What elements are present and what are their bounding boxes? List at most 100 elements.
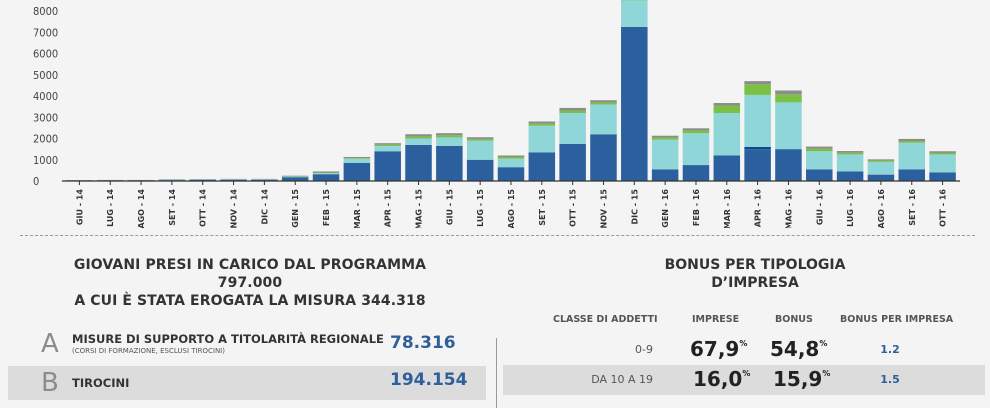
x-tick-label: NOV - 15 bbox=[599, 189, 608, 228]
bar-segment bbox=[929, 151, 956, 153]
bar-segment bbox=[220, 179, 247, 180]
x-tick-label: DIC - 15 bbox=[630, 189, 639, 225]
panel-divider bbox=[496, 338, 497, 408]
measure-value: 194.154 bbox=[390, 370, 467, 390]
pct-sign: % bbox=[819, 339, 827, 348]
x-tick-label: GIU - 16 bbox=[815, 189, 824, 225]
bar-segment bbox=[837, 154, 864, 171]
bar-segment bbox=[405, 134, 432, 136]
bar-segment bbox=[868, 159, 895, 160]
bar-segment bbox=[313, 174, 340, 181]
pct-sign: % bbox=[742, 369, 750, 378]
measure-row-a: A MISURE DI SUPPORTO A TITOLARITÀ REGION… bbox=[8, 327, 486, 361]
y-tick-label: 1000 bbox=[33, 154, 58, 167]
x-tick-label: AGO - 14 bbox=[137, 189, 146, 228]
x-tick-label: GEN - 15 bbox=[291, 189, 300, 228]
bar-segment bbox=[498, 159, 525, 168]
left-title-line1: GIOVANI PRESI IN CARICO DAL PROGRAMMA 79… bbox=[40, 256, 460, 292]
section-divider bbox=[20, 235, 975, 236]
bar-segment bbox=[806, 149, 833, 152]
bonus-bonus-pct: 15,9% bbox=[773, 367, 830, 391]
x-tick-label: OTT - 15 bbox=[569, 189, 578, 227]
bar-segment bbox=[559, 144, 586, 181]
bar-segment bbox=[744, 84, 771, 95]
bar-segment bbox=[775, 149, 802, 181]
header-imprese: IMPRESE bbox=[692, 314, 739, 325]
bar-segment bbox=[899, 141, 926, 143]
bar-segment bbox=[405, 139, 432, 145]
bar-segment bbox=[590, 134, 617, 181]
bar-segment bbox=[467, 141, 494, 160]
bar-segment bbox=[529, 122, 556, 124]
x-tick-label: APR - 16 bbox=[754, 189, 763, 228]
bar-segment bbox=[374, 143, 401, 144]
y-tick-label: 5000 bbox=[33, 69, 58, 82]
right-title-line1: BONUS PER TIPOLOGIA bbox=[640, 256, 870, 274]
bar-segment bbox=[929, 153, 956, 154]
bar-segment bbox=[559, 108, 586, 111]
bar-segment bbox=[652, 169, 679, 181]
bar-segment bbox=[529, 152, 556, 181]
bar-segment bbox=[868, 162, 895, 175]
bonus-per-impresa: 1.2 bbox=[870, 343, 910, 356]
bar-segment bbox=[868, 161, 895, 162]
header-bonus: BONUS bbox=[775, 314, 813, 325]
bar-segment bbox=[405, 136, 432, 138]
bar-segment bbox=[868, 175, 895, 181]
x-tick-label: OTT - 16 bbox=[939, 189, 948, 227]
bar-segment bbox=[775, 90, 802, 94]
bar-segment bbox=[899, 143, 926, 170]
x-tick-label: FEB - 15 bbox=[322, 189, 331, 226]
bar-segment bbox=[837, 153, 864, 155]
bar-segment bbox=[837, 171, 864, 181]
y-tick-label: 6000 bbox=[33, 48, 58, 61]
bar-segment bbox=[313, 173, 340, 174]
bar-segment bbox=[590, 102, 617, 104]
bar-segment bbox=[683, 128, 710, 130]
bar-segment bbox=[775, 102, 802, 149]
bar-segment bbox=[529, 126, 556, 153]
bar-segment bbox=[189, 179, 216, 180]
bar-segment bbox=[837, 151, 864, 153]
bar-segment bbox=[621, 27, 648, 181]
bar-segment bbox=[529, 124, 556, 126]
x-tick-label: SET - 15 bbox=[538, 189, 547, 226]
pct-sign: % bbox=[822, 369, 830, 378]
y-tick-label: 2000 bbox=[33, 133, 58, 146]
y-tick-label: 4000 bbox=[33, 90, 58, 103]
left-title-line2: A CUI È STATA EROGATA LA MISURA 344.318 bbox=[40, 292, 460, 310]
measure-letter: B bbox=[41, 368, 59, 398]
bar-segment bbox=[498, 167, 525, 181]
bar-segment bbox=[621, 0, 648, 27]
x-tick-label: AGO - 16 bbox=[877, 189, 886, 228]
bar-segment bbox=[344, 159, 371, 163]
bonus-per-impresa: 1.5 bbox=[870, 373, 910, 386]
bar-segment bbox=[97, 180, 124, 181]
x-tick-label: NOV - 14 bbox=[230, 189, 239, 228]
bar-segment bbox=[282, 176, 309, 177]
bar-segment bbox=[344, 157, 371, 158]
bar-segment bbox=[374, 145, 401, 146]
right-panel-title: BONUS PER TIPOLOGIA D’IMPRESA bbox=[640, 256, 870, 292]
y-tick-label: 8000 bbox=[33, 5, 58, 18]
header-bonus-per-impresa: BONUS PER IMPRESA bbox=[840, 314, 953, 325]
bar-segment bbox=[590, 100, 617, 102]
bar-segment bbox=[714, 156, 741, 182]
bar-segment bbox=[436, 135, 463, 137]
bar-segment bbox=[683, 130, 710, 133]
bar-segment bbox=[683, 165, 710, 181]
bar-segment bbox=[899, 139, 926, 141]
x-tick-label: GEN - 16 bbox=[661, 189, 670, 228]
x-tick-label: LUG - 15 bbox=[476, 189, 485, 227]
x-tick-label: LUG - 16 bbox=[846, 189, 855, 227]
bar-segment bbox=[652, 136, 679, 138]
bar-segment bbox=[806, 169, 833, 181]
bar-segment bbox=[775, 94, 802, 102]
y-tick-label: 3000 bbox=[33, 111, 58, 124]
bar-segment bbox=[714, 113, 741, 156]
bar-segment bbox=[744, 81, 771, 84]
right-title-line2: D’IMPRESA bbox=[640, 274, 870, 292]
